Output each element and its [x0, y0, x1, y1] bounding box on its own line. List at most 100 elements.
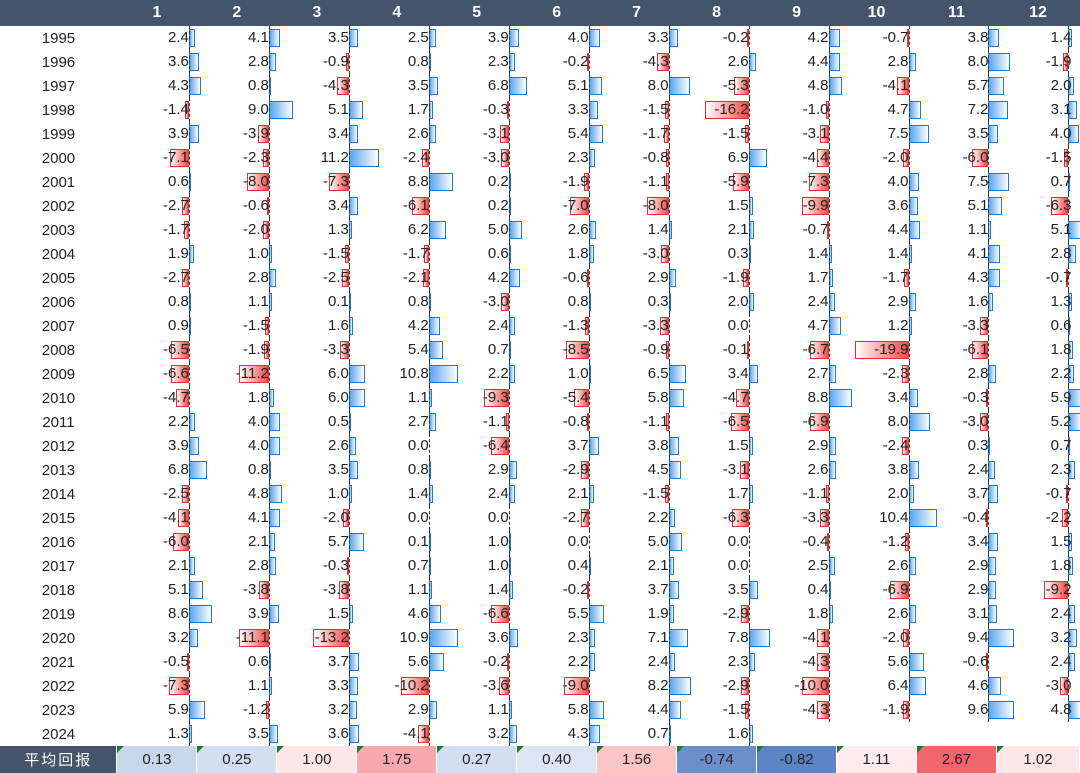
return-cell[interactable]: 4.6: [916, 674, 1001, 698]
return-cell[interactable]: 2.3: [996, 458, 1079, 482]
return-cell[interactable]: 4.8: [757, 74, 842, 98]
return-cell[interactable]: -19.9: [837, 338, 917, 362]
return-cell[interactable]: 1.3: [277, 218, 357, 242]
return-cell[interactable]: 5.6: [837, 650, 924, 674]
return-cell[interactable]: -1.5: [677, 122, 757, 146]
return-cell[interactable]: 2.8: [197, 554, 277, 578]
return-cell[interactable]: -1.4: [117, 98, 197, 122]
return-cell[interactable]: 6.8: [117, 458, 208, 482]
month-header-8[interactable]: 8: [676, 0, 757, 26]
return-cell[interactable]: -3.8: [197, 578, 277, 602]
return-cell[interactable]: -3.3: [916, 314, 996, 338]
return-cell[interactable]: -0.9: [277, 50, 357, 74]
return-cell[interactable]: -2.5: [117, 482, 197, 506]
return-cell[interactable]: -0.6: [517, 266, 597, 290]
return-cell[interactable]: 3.5: [277, 26, 359, 50]
return-cell[interactable]: 9.0: [197, 98, 294, 122]
return-cell[interactable]: 5.5: [517, 602, 604, 626]
return-cell[interactable]: 2.1: [197, 530, 277, 554]
return-cell[interactable]: 2.4: [437, 482, 517, 506]
return-cell[interactable]: 5.4: [357, 338, 444, 362]
return-cell[interactable]: 5.8: [597, 386, 685, 410]
return-cell[interactable]: -11.2: [197, 362, 277, 386]
return-cell[interactable]: -6.1: [357, 194, 437, 218]
return-cell[interactable]: 4.7: [837, 98, 922, 122]
return-cell[interactable]: 8.0: [597, 74, 691, 98]
return-cell[interactable]: -7.3: [117, 674, 197, 698]
return-cell[interactable]: -16.2: [677, 98, 757, 122]
return-cell[interactable]: -0.1: [677, 338, 757, 362]
return-cell[interactable]: 1.0: [197, 242, 277, 266]
return-cell[interactable]: 0.0: [677, 530, 757, 554]
month-header-7[interactable]: 7: [596, 0, 677, 26]
return-cell[interactable]: 0.8: [197, 458, 277, 482]
return-cell[interactable]: -0.2: [437, 650, 517, 674]
return-cell[interactable]: 1.4: [357, 482, 437, 506]
return-cell[interactable]: 2.6: [757, 458, 837, 482]
return-cell[interactable]: -6.0: [117, 530, 197, 554]
return-cell[interactable]: 1.6: [916, 290, 996, 314]
return-cell[interactable]: 3.7: [277, 650, 359, 674]
return-cell[interactable]: 3.3: [517, 98, 598, 122]
return-cell[interactable]: -1.5: [597, 98, 677, 122]
return-cell[interactable]: 1.8: [996, 338, 1079, 362]
return-cell[interactable]: -3.0: [996, 674, 1079, 698]
return-cell[interactable]: -2.4: [357, 146, 437, 170]
return-cell[interactable]: 4.3: [517, 722, 601, 746]
return-cell[interactable]: -6.3: [677, 506, 757, 530]
average-return-cell[interactable]: 1.00: [276, 746, 358, 773]
return-cell[interactable]: 8.8: [757, 386, 853, 410]
return-cell[interactable]: -1.1: [437, 410, 517, 434]
return-cell[interactable]: 2.6: [357, 122, 437, 146]
return-cell[interactable]: -1.2: [197, 698, 277, 722]
return-cell[interactable]: -0.7: [757, 218, 837, 242]
return-cell[interactable]: 1.6: [677, 722, 757, 746]
return-cell[interactable]: 5.9: [117, 698, 205, 722]
return-cell[interactable]: -1.0: [757, 98, 837, 122]
return-cell[interactable]: [996, 722, 1079, 746]
return-cell[interactable]: 2.9: [597, 266, 677, 290]
return-cell[interactable]: -0.3: [916, 386, 996, 410]
return-cell[interactable]: -2.0: [837, 146, 917, 170]
return-cell[interactable]: 4.0: [197, 434, 280, 458]
return-cell[interactable]: 2.2: [996, 362, 1079, 386]
return-cell[interactable]: 2.5: [357, 26, 437, 50]
return-cell[interactable]: 4.1: [197, 506, 280, 530]
return-cell[interactable]: 0.1: [357, 530, 437, 554]
return-cell[interactable]: 3.4: [837, 386, 918, 410]
return-cell[interactable]: 1.5: [996, 530, 1079, 554]
return-cell[interactable]: 0.7: [996, 434, 1079, 458]
return-cell[interactable]: 6.8: [437, 74, 528, 98]
return-cell[interactable]: 2.1: [517, 482, 597, 506]
return-cell[interactable]: -3.0: [916, 410, 996, 434]
return-cell[interactable]: -2.0: [837, 626, 917, 650]
return-cell[interactable]: -3.8: [277, 578, 357, 602]
return-cell[interactable]: -6.6: [437, 602, 517, 626]
return-cell[interactable]: -6.3: [996, 194, 1079, 218]
return-cell[interactable]: 3.6: [437, 626, 519, 650]
return-cell[interactable]: 2.8: [837, 50, 917, 74]
return-cell[interactable]: 0.8: [517, 290, 597, 314]
return-cell[interactable]: 0.6: [197, 650, 277, 674]
return-cell[interactable]: -3.3: [597, 314, 677, 338]
return-cell[interactable]: 5.7: [277, 530, 365, 554]
return-cell[interactable]: 4.4: [757, 50, 841, 74]
return-cell[interactable]: 1.1: [197, 674, 277, 698]
return-cell[interactable]: 3.8: [597, 434, 679, 458]
month-header-6[interactable]: 6: [516, 0, 597, 26]
return-cell[interactable]: 0.0: [437, 506, 517, 530]
return-cell[interactable]: -13.2: [277, 626, 357, 650]
return-cell[interactable]: 1.2: [837, 314, 917, 338]
return-cell[interactable]: -4.1: [357, 722, 437, 746]
return-cell[interactable]: -3.3: [757, 506, 837, 530]
month-header-5[interactable]: 5: [436, 0, 517, 26]
return-cell[interactable]: -0.2: [517, 50, 597, 74]
average-return-cell[interactable]: -0.74: [676, 746, 758, 773]
return-cell[interactable]: 0.0: [357, 434, 437, 458]
return-cell[interactable]: 8.0: [837, 410, 931, 434]
return-cell[interactable]: -1.9: [517, 170, 597, 194]
return-cell[interactable]: 1.9: [597, 602, 677, 626]
return-cell[interactable]: -2.5: [277, 266, 357, 290]
return-cell[interactable]: -2.7: [517, 506, 597, 530]
return-cell[interactable]: -2.7: [117, 194, 197, 218]
